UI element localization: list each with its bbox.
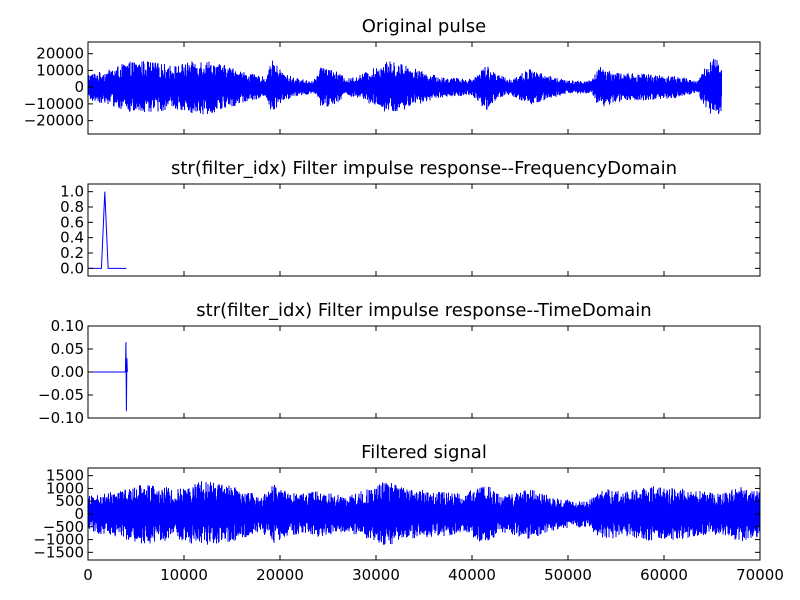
y-tick-label: −10000 — [24, 95, 84, 113]
plot-time-response: −0.10 −0.05 0.00 0.05 0.10 — [38, 317, 761, 427]
y-tick-label: 0 — [74, 505, 84, 523]
y-tick-label: 0.4 — [60, 229, 84, 247]
y-tick-label: −0.10 — [38, 409, 84, 427]
y-tick-label: −500 — [43, 518, 84, 536]
x-tick-label: 10000 — [160, 566, 208, 584]
y-tick-label: −20000 — [24, 112, 84, 130]
axes-frame — [87, 41, 761, 135]
title-frequency-response: str(filter_idx) Filter impulse response-… — [171, 158, 677, 179]
x-tick-label: 30000 — [352, 566, 400, 584]
x-tick-label: 50000 — [544, 566, 592, 584]
x-tick-label: 0 — [83, 566, 93, 584]
series-line — [88, 481, 760, 546]
y-tick-label: 1000 — [46, 479, 84, 497]
y-tick-label: 0.00 — [51, 363, 84, 381]
x-tick-label: 70000 — [736, 566, 784, 584]
y-tick-label: −0.05 — [38, 386, 84, 404]
y-tick-label: 0 — [74, 78, 84, 96]
y-tick-label: 0.0 — [60, 259, 84, 277]
y-tick-label: 0.2 — [60, 244, 84, 262]
title-filtered-signal: Filtered signal — [361, 442, 487, 463]
subplot-filtered-signal: Filtered signal −1500−1000−5000500100015… — [33, 442, 784, 584]
y-tick-label: 1.0 — [60, 183, 84, 201]
y-tick-label: 0.8 — [60, 198, 84, 216]
x-tick-label: 20000 — [256, 566, 304, 584]
y-tick-label: 20000 — [36, 45, 84, 63]
series-line — [88, 342, 128, 412]
y-tick-label: 500 — [55, 492, 84, 510]
axes-frame — [87, 183, 761, 277]
y-tick-label: −1000 — [33, 531, 84, 549]
y-tick-label: 0.05 — [51, 340, 84, 358]
y-tick-label: 10000 — [36, 61, 84, 79]
y-tick-label: 0.6 — [60, 213, 84, 231]
y-tick-label: 0.10 — [51, 317, 84, 335]
subplot-time-response: str(filter_idx) Filter impulse response-… — [38, 300, 761, 427]
y-tick-label: −1500 — [33, 543, 84, 561]
x-tick-label: 60000 — [640, 566, 688, 584]
series-line — [88, 191, 127, 269]
y-tick-label: 1500 — [46, 467, 84, 485]
subplot-frequency-response: str(filter_idx) Filter impulse response-… — [60, 158, 761, 277]
series-line — [88, 59, 722, 115]
x-tick-label: 40000 — [448, 566, 496, 584]
title-original-pulse: Original pulse — [362, 16, 486, 37]
title-time-response: str(filter_idx) Filter impulse response-… — [196, 300, 651, 321]
axes-frame — [87, 325, 761, 419]
plot-frequency-response: 0.00.20.40.60.81.0 — [60, 183, 761, 277]
